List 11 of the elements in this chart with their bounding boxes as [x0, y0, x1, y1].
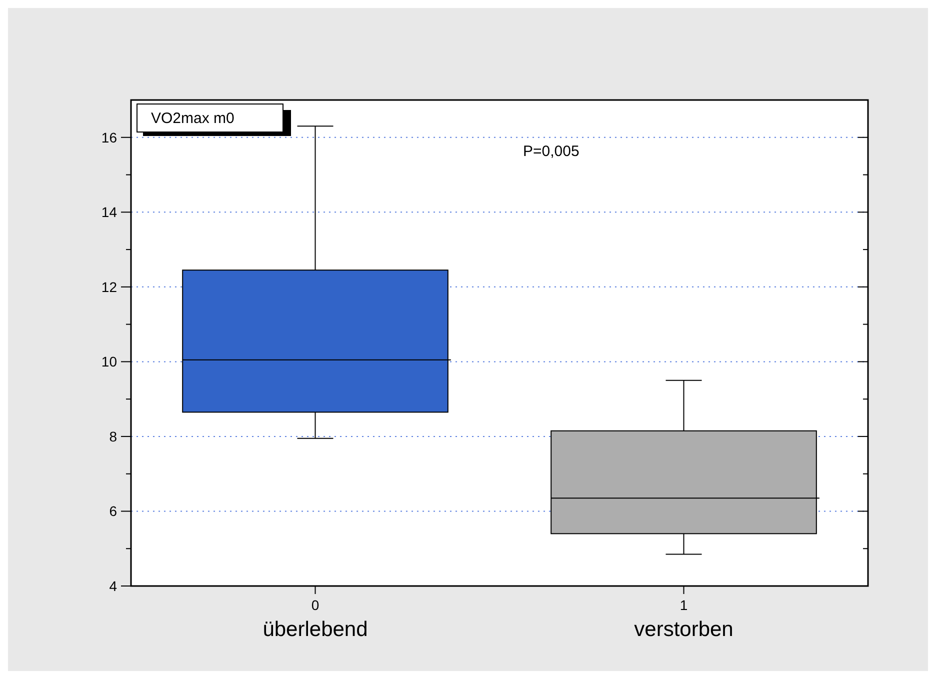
- annotation: P=0,005: [523, 143, 580, 160]
- y-tick-label: 12: [101, 278, 118, 295]
- y-tick-label: 8: [109, 428, 118, 444]
- y-tick-label: 16: [101, 129, 118, 146]
- y-tick-label: 14: [101, 204, 118, 220]
- y-tick-label: 4: [109, 578, 118, 594]
- y-tick-label: 6: [109, 503, 118, 520]
- text: VO2max m0: [151, 110, 234, 127]
- y-tick-label: 10: [101, 354, 118, 370]
- x-tick-label: 1 verstorben: [634, 597, 734, 641]
- x-tick-label: 0 überlebend: [262, 597, 368, 641]
